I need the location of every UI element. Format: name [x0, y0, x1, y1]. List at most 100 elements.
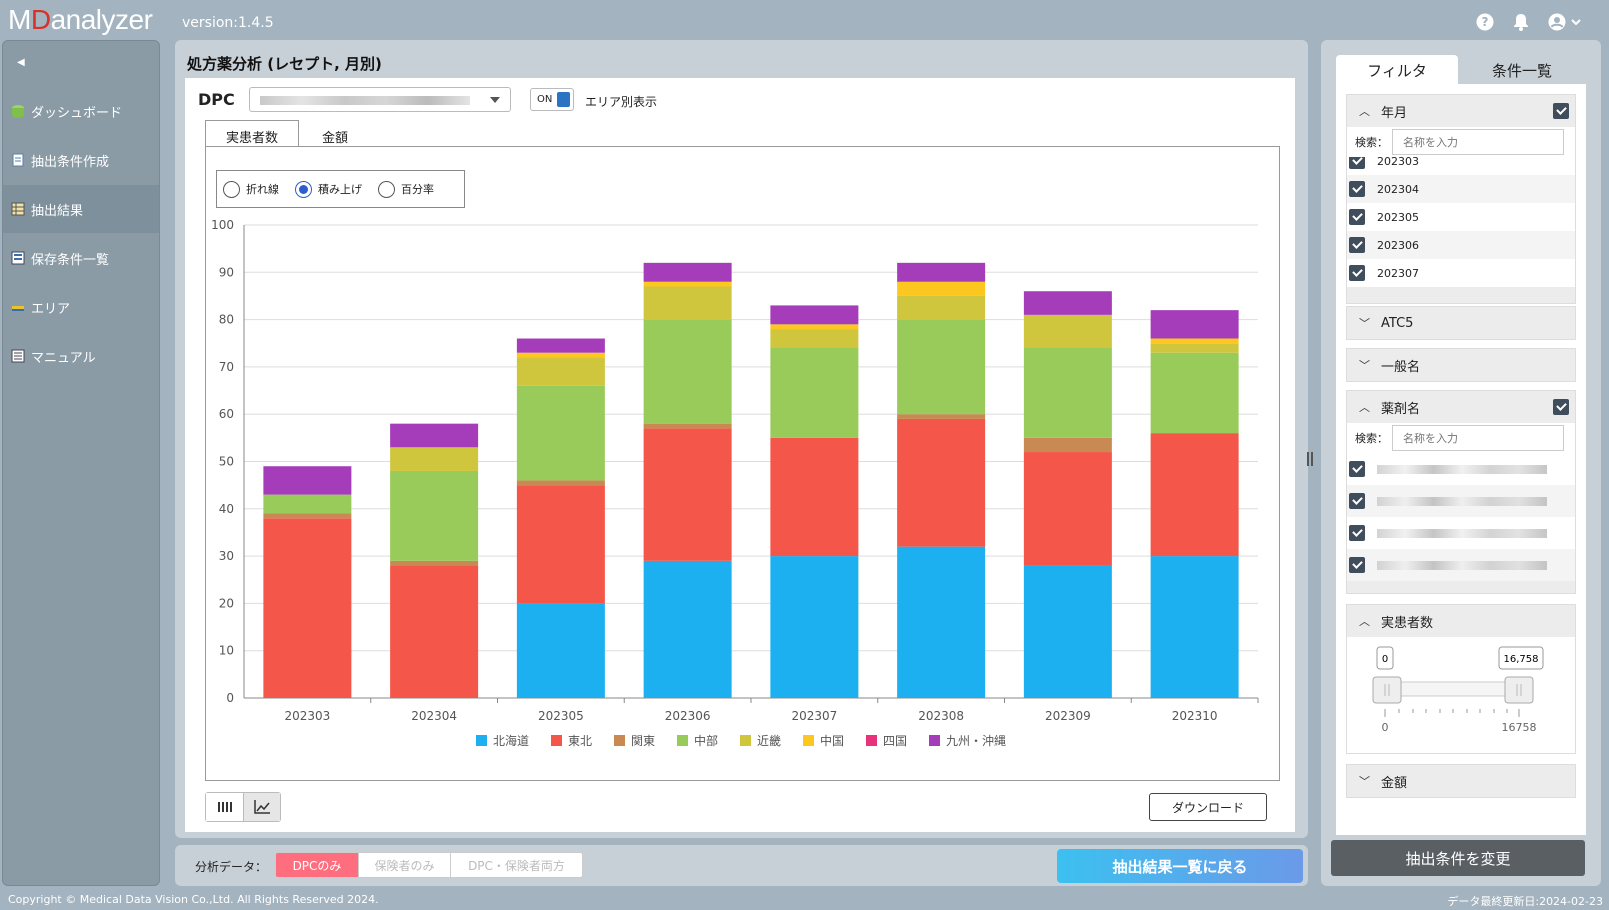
drug-select-all-checkbox[interactable]	[1553, 399, 1569, 415]
table-view-button[interactable]	[206, 793, 243, 821]
legend-label: 東北	[568, 734, 592, 748]
drug-name-header[interactable]: ︿ 薬剤名	[1347, 391, 1575, 423]
dpc-select[interactable]	[249, 87, 511, 112]
legend-swatch	[803, 735, 814, 746]
collapse-sidebar-icon[interactable]: ◀	[17, 57, 25, 68]
bar-segment	[643, 560, 732, 698]
panel-resize-handle[interactable]	[1307, 452, 1313, 466]
list-item[interactable]: 202303	[1347, 157, 1575, 175]
radio-line[interactable]: 折れ線	[223, 180, 279, 198]
list-item[interactable]: 202305	[1347, 203, 1575, 231]
x-tick-label: 202307	[791, 709, 837, 723]
list-item[interactable]: 202306	[1347, 231, 1575, 259]
list-item[interactable]: 202307	[1347, 259, 1575, 287]
year-month-header[interactable]: ︿ 年月	[1347, 95, 1575, 127]
x-tick-label: 202306	[665, 709, 711, 723]
bar-segment	[263, 518, 352, 698]
list-item[interactable]	[1347, 485, 1575, 517]
radio-percent[interactable]: 百分率	[378, 180, 434, 198]
year-month-select-all-checkbox[interactable]	[1553, 103, 1569, 119]
y-tick-label: 10	[219, 644, 234, 658]
radio-percent-circle[interactable]	[378, 180, 395, 198]
slider-min-bubble	[1376, 646, 1394, 670]
checkbox[interactable]	[1349, 557, 1365, 573]
document-icon	[11, 153, 25, 167]
amount-header[interactable]: ﹀ 金額	[1359, 775, 1408, 791]
atc5-header[interactable]: ﹀ ATC5	[1359, 315, 1414, 331]
patient-count-header[interactable]: ︿ 実患者数	[1359, 615, 1434, 631]
chart-view-button[interactable]	[243, 793, 280, 821]
bell-icon[interactable]	[1511, 12, 1531, 32]
list-item[interactable]	[1347, 549, 1575, 581]
tab-condition-list[interactable]: 条件一覧	[1491, 61, 1552, 80]
area-icon	[11, 300, 25, 314]
filter-section-atc5: ﹀ ATC5	[1346, 306, 1576, 340]
bar-segment	[390, 470, 479, 561]
sidebar-item-manual[interactable]: マニュアル	[3, 332, 159, 380]
bar-segment	[897, 418, 986, 547]
legend-label: 近畿	[757, 734, 781, 748]
list-item[interactable]: 202304	[1347, 175, 1575, 203]
help-icon[interactable]: ?	[1475, 12, 1495, 32]
bar-segment	[1150, 556, 1239, 698]
checkbox[interactable]	[1349, 265, 1365, 281]
y-tick-label: 90	[219, 265, 234, 279]
radio-stacked-circle[interactable]	[295, 180, 312, 198]
drug-name-blurred	[1377, 464, 1547, 474]
table-view-icon	[217, 802, 232, 812]
year-month-search-input[interactable]	[1392, 129, 1564, 155]
legend-swatch	[866, 735, 877, 746]
segment-both[interactable]: DPC・保険者両方	[450, 853, 582, 877]
bar-segment	[1023, 314, 1112, 348]
back-to-results-button[interactable]: 抽出結果一覧に戻る	[1057, 849, 1303, 883]
bar-segment	[1023, 565, 1112, 698]
tab-filter[interactable]: フィルタ	[1336, 55, 1458, 85]
checkbox[interactable]	[1349, 237, 1365, 253]
list-item[interactable]	[1347, 517, 1575, 549]
legend-swatch	[551, 735, 562, 746]
bar-segment	[897, 281, 986, 296]
x-tick-label: 202310	[1172, 709, 1218, 723]
slider-max-handle[interactable]	[1504, 676, 1534, 704]
checkbox[interactable]	[1349, 157, 1365, 169]
slider-min-handle[interactable]	[1372, 676, 1402, 704]
checkbox[interactable]	[1349, 209, 1365, 225]
radio-stacked[interactable]: 積み上げ	[295, 180, 362, 198]
checkbox[interactable]	[1349, 493, 1365, 509]
chevron-down-icon: ﹀	[1359, 775, 1370, 788]
page-title: 処方薬分析 (レセプト, 月別)	[187, 55, 382, 73]
slider-track[interactable]	[1384, 681, 1522, 697]
user-menu-icon[interactable]	[1547, 12, 1583, 32]
bar-segment	[516, 385, 605, 481]
slider-min-label: 0	[1382, 721, 1389, 734]
filter-section-generic-name: ﹀ 一般名	[1346, 348, 1576, 382]
bar-segment	[390, 565, 479, 698]
sidebar-item-results[interactable]: 抽出結果	[3, 185, 159, 233]
sidebar-item-dashboard[interactable]: ダッシュボード	[3, 87, 159, 135]
bar-segment	[643, 319, 732, 424]
checkbox[interactable]	[1349, 525, 1365, 541]
list-item[interactable]	[1347, 453, 1575, 485]
last-updated: データ最終更新日:2024-02-23	[1447, 895, 1603, 908]
segment-dpc-only[interactable]: DPCのみ	[276, 853, 358, 877]
y-tick-label: 40	[219, 502, 234, 516]
sidebar-item-saved-conditions[interactable]: 保存条件一覧	[3, 234, 159, 282]
x-tick-label: 202309	[1045, 709, 1091, 723]
segment-insurer-only[interactable]: 保険者のみ	[358, 853, 450, 877]
download-button[interactable]: ダウンロード	[1149, 793, 1267, 821]
bar-segment	[263, 513, 352, 519]
change-conditions-button[interactable]: 抽出条件を変更	[1331, 840, 1585, 876]
checkbox[interactable]	[1349, 461, 1365, 477]
sidebar-item-create-conditions[interactable]: 抽出条件作成	[3, 136, 159, 184]
radio-line-circle[interactable]	[223, 180, 240, 198]
bar-segment	[390, 560, 479, 566]
drug-search-input[interactable]	[1392, 425, 1564, 451]
tab-patients[interactable]: 実患者数	[205, 120, 300, 147]
bar-segment	[516, 480, 605, 486]
tab-amount[interactable]: 金額	[301, 120, 370, 147]
legend-label: 北海道	[493, 733, 529, 748]
area-toggle[interactable]: ON	[530, 88, 574, 111]
checkbox[interactable]	[1349, 181, 1365, 197]
sidebar-item-area[interactable]: エリア	[3, 283, 159, 331]
generic-name-header[interactable]: ﹀ 一般名	[1359, 359, 1421, 375]
